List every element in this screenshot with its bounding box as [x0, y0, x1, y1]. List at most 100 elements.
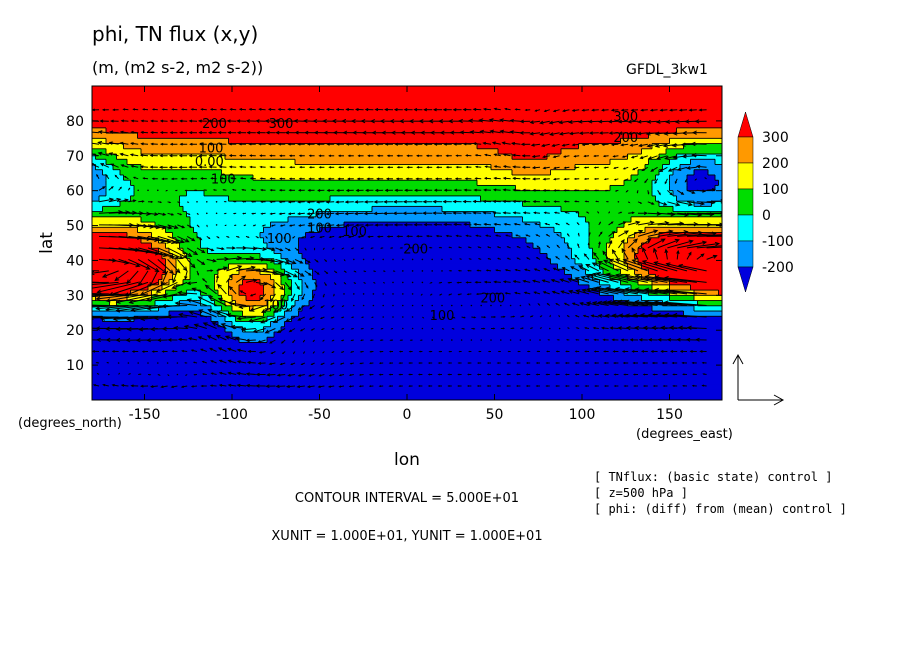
contour-cell [638, 122, 643, 129]
contour-cell [669, 206, 674, 213]
contour-cell [372, 127, 377, 134]
contour-cell [246, 159, 251, 166]
contour-cell [204, 195, 209, 202]
contour-cell [134, 201, 139, 207]
contour-cell [564, 201, 569, 207]
contour-cell [662, 96, 667, 103]
contour-cell [277, 154, 282, 160]
contour-cell [522, 133, 527, 139]
contour-cell [232, 133, 237, 139]
contour-cell [221, 227, 226, 234]
contour-cell [410, 96, 415, 103]
contour-cell [183, 169, 188, 176]
contour-cell [148, 148, 153, 155]
contour-cell [585, 143, 590, 150]
contour-cell [610, 195, 615, 202]
contour-cell [711, 169, 716, 176]
contour-cell [505, 211, 510, 218]
contour-cell [410, 122, 415, 129]
contour-cell [358, 133, 363, 139]
contour-cell [347, 169, 352, 176]
contour-cell [137, 206, 142, 213]
contour-cell [697, 101, 702, 108]
contour-cell [501, 185, 506, 192]
contour-cell [690, 206, 695, 213]
contour-cell [389, 96, 394, 103]
contour-cell [515, 101, 520, 108]
contour-cell [372, 164, 377, 171]
contour-cell [246, 154, 251, 160]
contour-cell [540, 169, 545, 176]
contour-cell [375, 169, 380, 176]
contour-cell [498, 201, 503, 207]
contour-cell [232, 169, 237, 176]
contour-cell [389, 169, 394, 176]
contour-cell [365, 190, 370, 197]
contour-cell [491, 185, 496, 192]
contour-cell [379, 101, 384, 108]
contour-cell [491, 169, 496, 176]
contour-cell [634, 86, 639, 92]
contour-cell [638, 174, 643, 181]
contour-cell [305, 222, 310, 228]
contour-cell [260, 216, 265, 223]
contour-cell [162, 159, 167, 166]
contour-cell [382, 112, 387, 118]
contour-cell [578, 122, 583, 129]
contour-cell [176, 185, 181, 192]
contour-cell [225, 101, 230, 108]
contour-cell [480, 138, 485, 145]
contour-cell [116, 143, 121, 150]
contour-cell [648, 164, 653, 171]
contour-cell [494, 86, 499, 92]
contour-cell [484, 143, 489, 150]
contour-cell [571, 96, 576, 103]
contour-cell [463, 211, 468, 218]
contour-cell [137, 201, 142, 207]
contour-cell [613, 211, 618, 218]
contour-cell [207, 201, 212, 207]
contour-cell [347, 190, 352, 197]
contour-cell [253, 127, 258, 134]
contour-cell [414, 112, 419, 118]
contour-cell [221, 101, 226, 108]
contour-cell [414, 143, 419, 150]
contour-cell [270, 195, 275, 202]
contour-cell [428, 195, 433, 202]
contour-cell [109, 138, 114, 145]
contour-cell [638, 169, 643, 176]
contour-cell [116, 154, 121, 160]
contour-cell [463, 190, 468, 197]
contour-cell [435, 86, 440, 92]
contour-cell [498, 127, 503, 134]
contour-cell [445, 154, 450, 160]
contour-cell [179, 159, 184, 166]
contour-cell [144, 190, 149, 197]
contour-cell [176, 190, 181, 197]
contour-cell [715, 154, 720, 160]
contour-cell [368, 169, 373, 176]
contour-cell [365, 195, 370, 202]
contour-cell [466, 195, 471, 202]
contour-cell [326, 185, 331, 192]
contour-cell [200, 122, 205, 129]
contour-cell [281, 138, 286, 145]
contour-cell [417, 112, 422, 118]
contour-cell [449, 206, 454, 213]
contour-cell [312, 190, 317, 197]
contour-cell [319, 143, 324, 150]
contour-cell [144, 117, 149, 124]
contour-cell [466, 159, 471, 166]
contour-cell [176, 211, 181, 218]
contour-cell [547, 112, 552, 118]
contour-cell [368, 185, 373, 192]
contour-cell [281, 148, 286, 155]
contour-cell [557, 133, 562, 139]
contour-cell [319, 133, 324, 139]
contour-cell [463, 148, 468, 155]
contour-cell [102, 227, 107, 234]
contour-cell [151, 101, 156, 108]
contour-cell [305, 112, 310, 118]
contour-cell [536, 169, 541, 176]
contour-cell [641, 222, 646, 228]
